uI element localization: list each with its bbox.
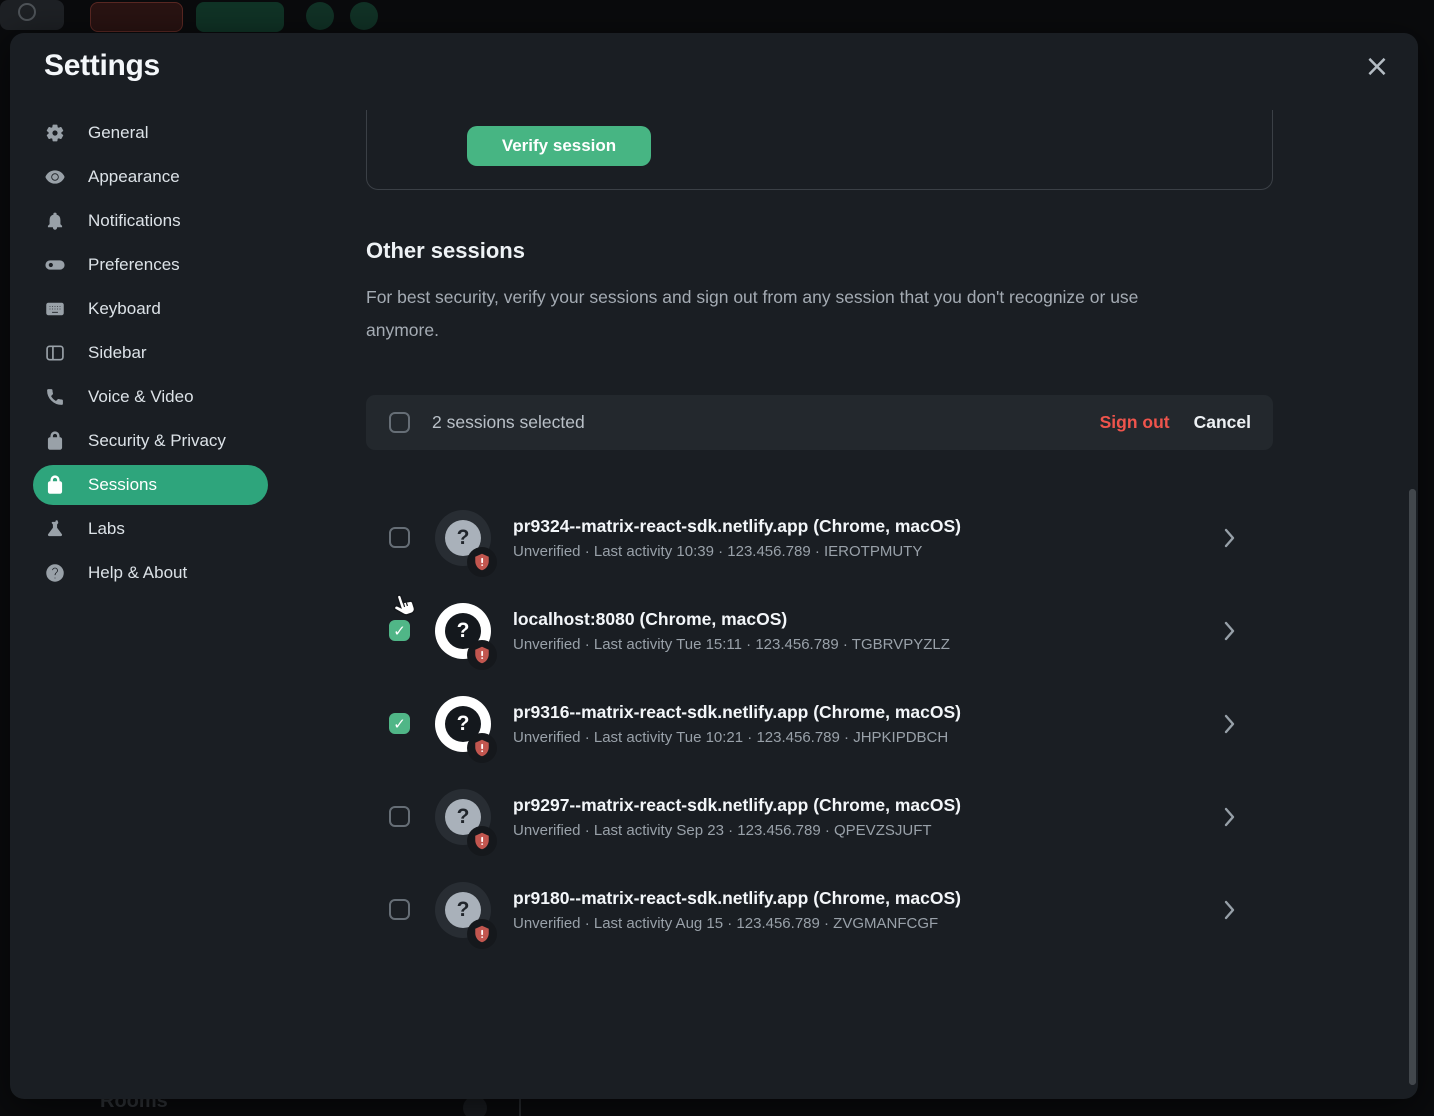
phone-icon xyxy=(45,387,65,407)
settings-sidebar: General Appearance Notifications Prefere… xyxy=(33,111,268,595)
unverified-shield-icon xyxy=(467,918,497,949)
unverified-shield-icon xyxy=(467,639,497,670)
current-session-card: Verify session xyxy=(366,110,1273,190)
sidebar-item-help-about[interactable]: Help & About xyxy=(33,551,268,595)
background-bottom-circle xyxy=(463,1096,487,1116)
sidebar-item-label: Labs xyxy=(88,519,125,538)
session-row[interactable]: ✓ ? pr9316--matrix-react-sdk.netlify.app… xyxy=(366,677,1273,770)
unknown-device-icon: ? xyxy=(445,612,481,649)
selection-bar: ✓ 2 sessions selected Sign out Cancel xyxy=(366,395,1273,450)
sidebar-item-sessions[interactable]: Sessions xyxy=(33,465,268,505)
other-sessions-heading: Other sessions xyxy=(366,238,525,263)
unverified-shield-icon xyxy=(467,732,497,763)
sidebar-item-appearance[interactable]: Appearance xyxy=(33,155,268,199)
chevron-right-icon[interactable] xyxy=(1224,714,1235,734)
sidebar-item-labs[interactable]: Labs xyxy=(33,507,268,551)
select-all-checkbox[interactable]: ✓ xyxy=(389,412,410,433)
unverified-shield-icon xyxy=(467,825,497,856)
session-details: Unverified · Last activity Tue 10:21 · 1… xyxy=(513,728,949,746)
verify-session-button[interactable]: Verify session xyxy=(467,126,651,166)
session-row[interactable]: ✓ ? pr9324--matrix-react-sdk.netlify.app… xyxy=(366,491,1273,584)
chevron-right-icon[interactable] xyxy=(1224,807,1235,827)
session-name: localhost:8080 (Chrome, macOS) xyxy=(513,608,788,629)
sign-out-button[interactable]: Sign out xyxy=(1099,412,1170,432)
scrollbar-thumb[interactable] xyxy=(1409,489,1416,1085)
sidebar-item-sidebar[interactable]: Sidebar xyxy=(33,331,268,375)
session-name: pr9180--matrix-react-sdk.netlify.app (Ch… xyxy=(513,887,962,908)
sidebar-item-keyboard[interactable]: Keyboard xyxy=(33,287,268,331)
session-row[interactable]: ✓ ? localhost:8080 (Chrome, macOS) Unver… xyxy=(366,584,1273,677)
eye-icon xyxy=(45,167,65,187)
other-sessions-description: For best security, verify your sessions … xyxy=(366,287,1139,340)
session-avatar: ? xyxy=(435,695,497,763)
session-list: ✓ ? pr9324--matrix-react-sdk.netlify.app… xyxy=(366,491,1273,956)
chevron-right-icon[interactable] xyxy=(1224,621,1235,641)
gear-icon xyxy=(45,123,65,143)
unverified-shield-icon xyxy=(467,546,497,577)
background-divider xyxy=(519,1098,521,1116)
background-green-circle xyxy=(306,2,334,30)
keyboard-icon xyxy=(45,299,65,319)
question-icon xyxy=(45,563,65,583)
session-checkbox[interactable]: ✓ xyxy=(389,620,410,641)
session-row[interactable]: ✓ ? pr9180--matrix-react-sdk.netlify.app… xyxy=(366,863,1273,956)
sidebar-item-general[interactable]: General xyxy=(33,111,268,155)
session-checkbox[interactable]: ✓ xyxy=(389,899,410,920)
flask-icon xyxy=(45,519,65,539)
sidebar-item-security-privacy[interactable]: Security & Privacy xyxy=(33,419,268,463)
sidebar-item-label: Voice & Video xyxy=(88,387,194,406)
cancel-button[interactable]: Cancel xyxy=(1193,412,1251,432)
session-details: Unverified · Last activity 10:39 · 123.4… xyxy=(513,542,923,560)
sidebar-item-preferences[interactable]: Preferences xyxy=(33,243,268,287)
session-name: pr9324--matrix-react-sdk.netlify.app (Ch… xyxy=(513,515,962,536)
session-avatar: ? xyxy=(435,509,497,577)
session-row[interactable]: ✓ ? pr9297--matrix-react-sdk.netlify.app… xyxy=(366,770,1273,863)
session-name: pr9316--matrix-react-sdk.netlify.app (Ch… xyxy=(513,701,962,722)
settings-dialog: Settings × General Appearance Notificat xyxy=(10,33,1418,1099)
sidebar-item-label: Sessions xyxy=(88,475,157,494)
close-icon[interactable]: × xyxy=(1357,47,1397,87)
session-details: Unverified · Last activity Sep 23 · 123.… xyxy=(513,821,932,839)
background-green-button xyxy=(196,2,284,32)
sidebar-item-label: Sidebar xyxy=(88,343,147,362)
session-details: Unverified · Last activity Tue 15:11 · 1… xyxy=(513,635,950,653)
sidebar-item-label: Keyboard xyxy=(88,299,161,318)
sidebar-item-label: General xyxy=(88,123,149,142)
session-details: Unverified · Last activity Aug 15 · 123.… xyxy=(513,914,939,932)
background-green-circle xyxy=(350,2,378,30)
background-red-button xyxy=(90,2,183,32)
background-avatar xyxy=(18,3,36,21)
chevron-right-icon[interactable] xyxy=(1224,528,1235,548)
selection-count-label: 2 sessions selected xyxy=(432,412,585,432)
sidebar-item-label: Preferences xyxy=(88,255,180,274)
sidebar-item-label: Security & Privacy xyxy=(88,431,226,450)
session-avatar: ? xyxy=(435,881,497,949)
bell-icon xyxy=(45,211,65,231)
page-title: Settings xyxy=(44,49,160,82)
sidebar-item-label: Appearance xyxy=(88,167,180,186)
sidebar-item-notifications[interactable]: Notifications xyxy=(33,199,268,243)
unknown-device-icon: ? xyxy=(445,705,481,742)
session-avatar: ? xyxy=(435,602,497,670)
chevron-right-icon[interactable] xyxy=(1224,900,1235,920)
sidebar-item-label: Notifications xyxy=(88,211,181,230)
session-checkbox[interactable]: ✓ xyxy=(389,527,410,548)
session-checkbox[interactable]: ✓ xyxy=(389,713,410,734)
sidebar-item-label: Help & About xyxy=(88,563,188,582)
panel-icon xyxy=(45,343,65,363)
session-avatar: ? xyxy=(435,788,497,856)
lock-icon xyxy=(45,475,65,495)
sessions-panel: Verify session Other sessions For best s… xyxy=(366,33,1416,1099)
lock-icon xyxy=(45,431,65,451)
sidebar-item-voice-video[interactable]: Voice & Video xyxy=(33,375,268,419)
session-name: pr9297--matrix-react-sdk.netlify.app (Ch… xyxy=(513,794,962,815)
session-checkbox[interactable]: ✓ xyxy=(389,806,410,827)
toggle-icon xyxy=(45,255,65,275)
